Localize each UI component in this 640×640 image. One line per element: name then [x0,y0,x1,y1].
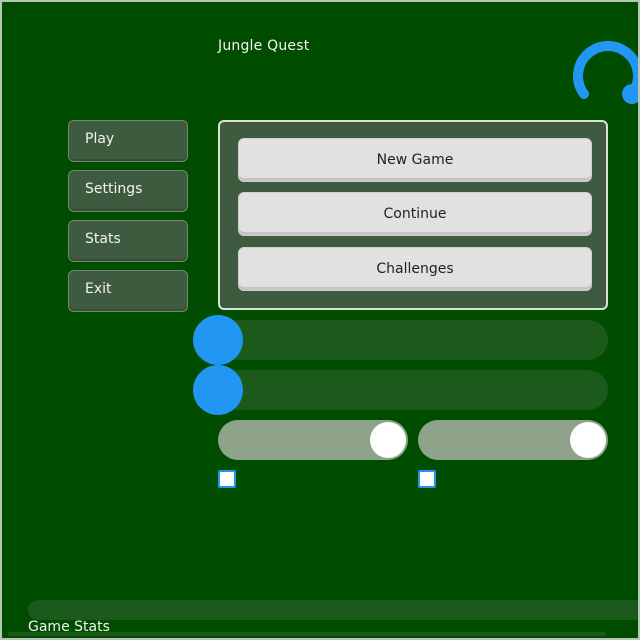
menu-play-button[interactable]: Play [68,120,188,162]
menu-settings-button[interactable]: Settings [68,170,188,212]
slider-2-handle[interactable] [193,365,243,415]
game-stats-bar [28,600,638,620]
menu-stats-button[interactable]: Stats [68,220,188,262]
checkbox-2[interactable] [418,470,436,488]
bottom-scroll-track [8,632,606,636]
menu-exit-button[interactable]: Exit [68,270,188,312]
toggle-2-knob[interactable] [570,422,606,458]
new-game-label: New Game [376,152,454,168]
continue-label: Continue [383,206,447,222]
slider-2-track[interactable] [218,370,608,410]
menu-settings-label: Settings [85,181,143,197]
slider-1-handle[interactable] [193,315,243,365]
menu-stats-label: Stats [85,231,121,247]
toggle-1-knob[interactable] [370,422,406,458]
loading-spinner-icon [573,41,638,104]
new-game-button[interactable]: New Game [238,138,592,182]
menu-exit-label: Exit [85,281,112,297]
game-stats-label: Game Stats [28,619,110,635]
continue-button[interactable]: Continue [238,192,592,236]
game-title: Jungle Quest [218,38,310,54]
slider-1-track[interactable] [218,320,608,360]
challenges-label: Challenges [376,261,454,277]
challenges-button[interactable]: Challenges [238,247,592,291]
menu-play-label: Play [85,131,115,147]
checkbox-1[interactable] [218,470,236,488]
game-options-panel: New Game Continue Challenges [218,120,608,310]
